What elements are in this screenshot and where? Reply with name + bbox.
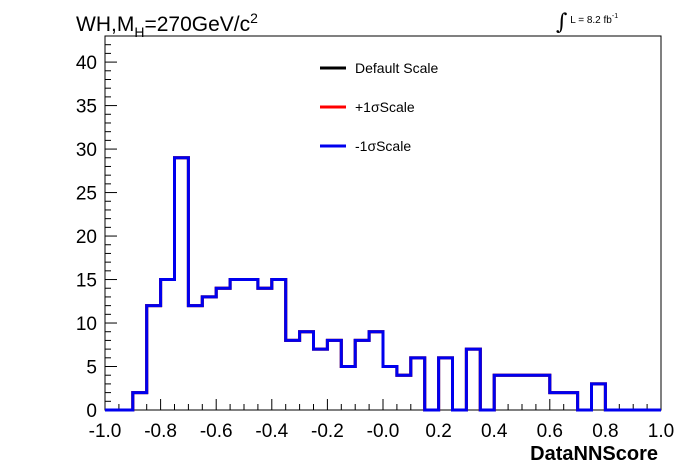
y-tick-label: 35 [76, 97, 97, 118]
luminosity-label: ∫ L = 8.2 fb-1 [556, 10, 619, 35]
y-tick-label: 15 [76, 271, 97, 292]
x-axis: -1.0 -0.8 -0.6 -0.4 -0.2 -0.0 0.2 0.4 0.6 0.8 1.0 [89, 399, 674, 442]
x-tick-label: -0.0 [367, 421, 400, 442]
histogram-series [105, 156, 661, 412]
legend-label: Default Scale [355, 60, 438, 76]
y-tick-label: 40 [76, 53, 97, 74]
legend-label: +1σScale [355, 99, 415, 115]
x-tick-label: -1.0 [89, 421, 122, 442]
x-tick-label: 0.4 [481, 421, 508, 442]
y-tick-label: 0 [86, 401, 97, 422]
y-axis: 0 5 10 15 20 25 30 35 40 [76, 44, 117, 422]
y-tick-label: 20 [76, 227, 97, 248]
x-tick-label: 0.6 [537, 421, 563, 442]
x-tick-label: 1.0 [648, 421, 674, 442]
y-tick-label: 30 [76, 140, 97, 161]
x-axis-label: DataNNScore [530, 443, 658, 465]
x-tick-label: 0.8 [592, 421, 618, 442]
y-tick-label: 10 [76, 314, 97, 335]
y-tick-label: 5 [86, 358, 97, 379]
chart-title: WH,MH=270GeV/c2 [76, 10, 258, 40]
legend: Default Scale +1σScale -1σScale [320, 60, 438, 154]
x-tick-label: -0.4 [255, 421, 288, 442]
legend-label: -1σScale [355, 138, 411, 154]
x-tick-label: -0.6 [200, 421, 233, 442]
x-tick-label: -0.8 [144, 421, 177, 442]
x-tick-label: 0.2 [425, 421, 451, 442]
x-tick-label: -0.2 [311, 421, 344, 442]
y-tick-label: 25 [76, 184, 97, 205]
series-line-2 [105, 156, 661, 412]
